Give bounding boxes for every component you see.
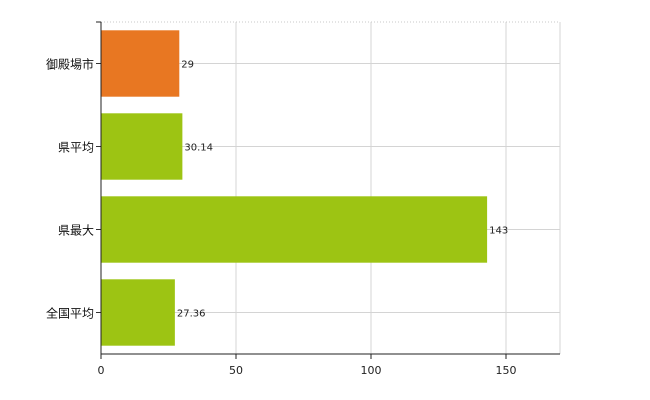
x-tick-label-1: 50	[229, 364, 243, 377]
category-label-1: 県平均	[58, 141, 94, 155]
data-label-0: 29	[181, 60, 194, 71]
data-label-2: 143	[489, 226, 508, 237]
bar-1	[101, 113, 183, 180]
category-label-0: 御殿場市	[46, 57, 94, 72]
bar-0	[101, 30, 180, 97]
x-tick-label-3: 150	[496, 364, 517, 377]
bar-2	[101, 196, 488, 263]
category-label-2: 県最大	[58, 224, 94, 238]
data-label-1: 30.14	[184, 143, 213, 154]
bar-3	[101, 279, 175, 346]
data-label-3: 27.36	[177, 309, 206, 320]
category-label-3: 全国平均	[46, 306, 94, 321]
x-tick-label-0: 0	[98, 364, 105, 377]
x-tick-label-2: 100	[361, 364, 382, 377]
